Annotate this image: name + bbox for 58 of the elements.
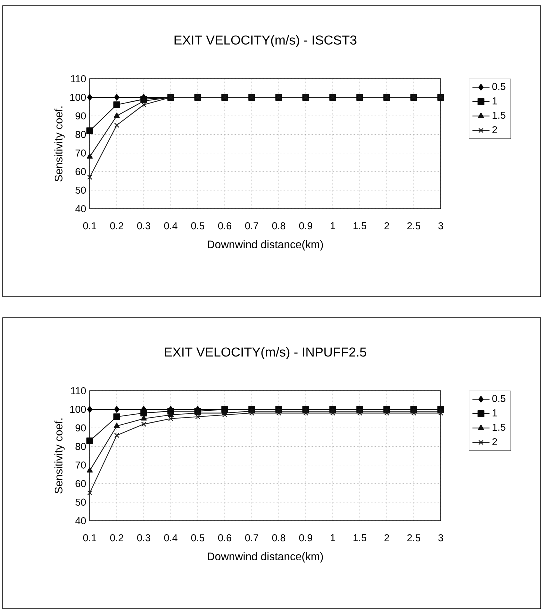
- x-tick-label: 0.7: [245, 534, 258, 542]
- legend-label: 0.5: [492, 83, 506, 90]
- x-axis-title: Downwind distance(km): [208, 552, 324, 563]
- x-tick-label: 2: [384, 534, 390, 542]
- x-tick-label: 0.4: [164, 534, 178, 542]
- x-tick-label: 0.6: [218, 534, 232, 542]
- x-tick-label: 0.4: [164, 222, 178, 230]
- x-axis-title: Downwind distance(km): [208, 240, 324, 251]
- y-tick-label: 60: [76, 168, 86, 176]
- y-tick-label: 40: [76, 517, 86, 525]
- y-tick-label: 110: [71, 387, 86, 395]
- x-tick-label: 3: [438, 222, 444, 230]
- chart-title: EXIT VELOCITY(m/s) - INPUFF2.5: [165, 347, 366, 360]
- legend-label: 1: [492, 410, 498, 417]
- y-tick-label: 70: [76, 462, 86, 469]
- x-tick-label: 0.5: [191, 222, 205, 230]
- y-tick-label: 40: [76, 205, 86, 213]
- y-tick-label: 80: [76, 131, 86, 138]
- y-tick-label: 60: [76, 480, 86, 488]
- y-tick-label: 110: [71, 75, 86, 83]
- y-tick-label: 100: [70, 94, 86, 102]
- x-tick-label: 0.2: [110, 222, 124, 230]
- x-tick-label: 0.6: [218, 222, 232, 230]
- y-tick-label: 50: [76, 498, 86, 506]
- x-tick-label: 1.5: [354, 534, 367, 542]
- x-tick-label: 0.3: [137, 222, 151, 230]
- x-tick-label: 0.9: [299, 534, 312, 542]
- x-tick-label: 2.5: [408, 222, 421, 230]
- x-tick-label: 2: [384, 222, 390, 230]
- chart-title: EXIT VELOCITY(m/s) - ISCST3: [174, 35, 357, 48]
- x-tick-label: 1: [330, 534, 336, 542]
- y-tick-label: 70: [76, 150, 86, 157]
- y-tick-label: 90: [76, 112, 86, 120]
- x-tick-label: 0.5: [191, 534, 205, 542]
- y-tick-label: 50: [76, 186, 86, 194]
- x-tick-label: 0.7: [245, 222, 258, 230]
- x-tick-label: 0.8: [272, 534, 286, 542]
- x-tick-label: 1: [330, 222, 336, 230]
- x-tick-label: 3: [438, 534, 444, 542]
- x-tick-label: 0.3: [137, 534, 151, 542]
- legend-label: 2: [492, 438, 498, 446]
- y-tick-label: 100: [70, 406, 86, 414]
- x-tick-label: 0.9: [299, 222, 312, 230]
- x-tick-label: 0.8: [272, 222, 286, 230]
- legend-label: 1: [492, 98, 498, 105]
- x-tick-label: 0.1: [83, 222, 96, 230]
- legend-label: 2: [492, 126, 498, 134]
- y-axis-title: Sensitivity coef.: [54, 418, 65, 494]
- legend-label: 0.5: [492, 395, 506, 402]
- y-tick-label: 80: [76, 443, 86, 450]
- legend-label: 1.5: [492, 424, 506, 432]
- x-tick-label: 2.5: [408, 534, 421, 542]
- legend-label: 1.5: [492, 112, 506, 120]
- x-tick-label: 0.1: [83, 534, 96, 542]
- x-tick-label: 1.5: [354, 222, 367, 230]
- y-tick-label: 90: [76, 424, 86, 432]
- x-tick-label: 0.2: [110, 534, 124, 542]
- y-axis-title: Sensitivity coef.: [54, 106, 65, 182]
